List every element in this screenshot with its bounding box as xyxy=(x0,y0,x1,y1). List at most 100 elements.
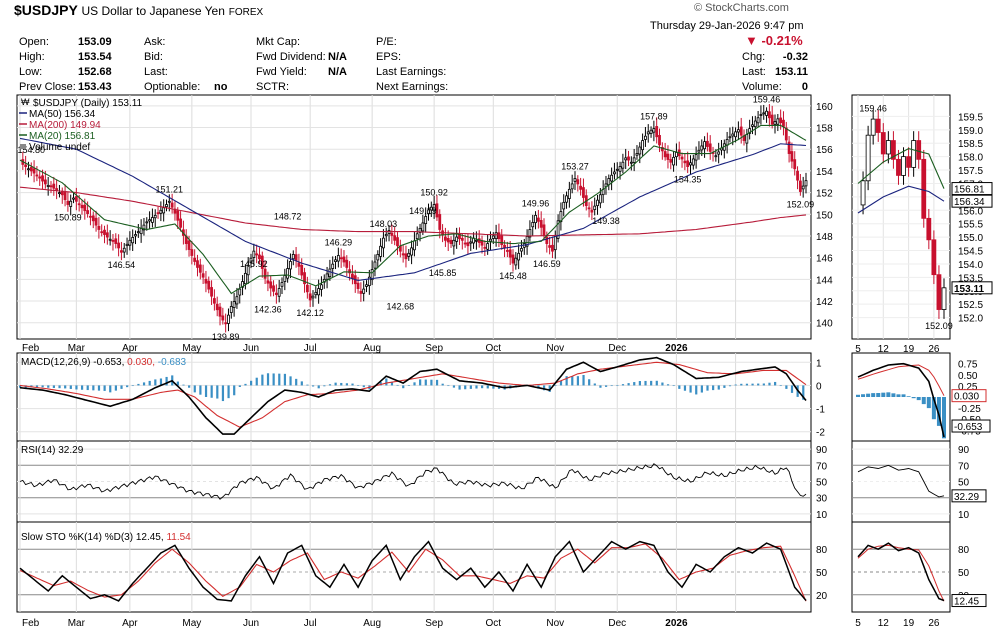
candle-body xyxy=(745,134,749,144)
zoom-stoch-tag xyxy=(951,594,987,608)
candle-body xyxy=(483,246,487,249)
candle-body xyxy=(170,202,174,208)
price-tick-label: 142 xyxy=(816,297,833,308)
macd-hist-bar xyxy=(323,385,326,387)
legend-entry: Volume undef xyxy=(29,142,90,153)
candle-body xyxy=(196,260,199,268)
zoom-candle-body xyxy=(870,118,876,136)
macd-hist-bar xyxy=(233,385,236,396)
macd-hist-bar xyxy=(278,373,281,386)
zoom-macd-bar xyxy=(911,397,916,399)
candle-body xyxy=(675,152,678,158)
quote5-1-label: Last: xyxy=(742,66,766,78)
macd-hist-bar xyxy=(593,383,596,386)
legend-entry: MA(50) 156.34 xyxy=(29,109,96,120)
candle-body xyxy=(708,143,712,152)
quote4-0-label: P/E: xyxy=(376,36,397,48)
candle-body xyxy=(215,303,219,311)
macd-hist-bar xyxy=(244,383,247,386)
quote-datetime: Thursday 29-Jan-2026 9:47 pm xyxy=(650,20,804,32)
candle-body xyxy=(238,288,242,296)
candle-body xyxy=(545,236,549,244)
price-annotation: 149.19 xyxy=(409,206,437,216)
candle-body xyxy=(779,117,783,124)
macd-hist-bar xyxy=(481,385,484,389)
candle-body xyxy=(139,227,143,235)
candle-body xyxy=(590,209,594,213)
candle-body xyxy=(320,284,323,290)
stoch-label: Slow STO %K(14) %D(3) 12.45, 11.54 xyxy=(21,532,191,543)
brand-watermark: © StockCharts.com xyxy=(694,2,789,14)
zoom-tick-label: 153.5 xyxy=(958,273,983,284)
candle-body xyxy=(348,269,352,274)
zoom-macd-bar xyxy=(936,397,941,426)
ma20-line xyxy=(19,124,807,295)
zoom-macd-bar xyxy=(861,394,866,397)
candle-body xyxy=(179,218,182,228)
candle-body xyxy=(613,171,616,175)
price-annotation: 146.29 xyxy=(325,237,353,247)
candle-body xyxy=(582,187,585,198)
macd-hist-bar xyxy=(621,384,625,386)
candle-body xyxy=(373,261,377,269)
candle-body xyxy=(159,209,163,214)
candle-body xyxy=(356,282,360,289)
price-annotation: 142.36 xyxy=(254,305,282,315)
quote-1-label: High: xyxy=(19,51,45,63)
macd-hist-bar xyxy=(295,378,298,386)
candle-body xyxy=(714,155,718,158)
price-tick-label: 146 xyxy=(816,254,833,265)
candle-body xyxy=(376,254,380,261)
macd-tick-label: 1 xyxy=(816,358,822,369)
rsi-label: RSI(14) 32.29 xyxy=(21,445,84,456)
rsi-tick-label: 10 xyxy=(816,510,828,521)
price-annotation: 146.59 xyxy=(533,259,561,269)
candle-body xyxy=(793,159,797,170)
zoom-macd-bar xyxy=(886,392,891,397)
candle-body xyxy=(80,204,84,209)
macd-signal-line xyxy=(19,361,807,428)
stoch-panel xyxy=(16,521,812,613)
candle-body xyxy=(753,120,757,128)
zoom-macd-bar xyxy=(916,397,921,401)
candle-body xyxy=(83,204,87,212)
macd-hist-bar xyxy=(328,384,332,386)
candle-body xyxy=(342,256,346,263)
zoom-macd-line xyxy=(857,362,945,438)
candle-body xyxy=(731,133,735,137)
macd-hist-bar xyxy=(357,385,360,386)
candle-body xyxy=(486,243,490,250)
candle-body xyxy=(390,232,394,236)
stoch-x-tick: Dec xyxy=(608,618,626,629)
macd-hist-bar xyxy=(785,385,788,389)
macd-hist-bar xyxy=(182,384,185,386)
zoom-macd-bar xyxy=(931,397,936,420)
candle-body xyxy=(517,252,521,261)
macd-hist-bar xyxy=(289,376,292,386)
candle-body xyxy=(128,239,132,246)
candle-body xyxy=(652,128,656,133)
macd-hist-bar xyxy=(221,385,225,402)
candle-body xyxy=(801,185,805,190)
macd-hist-bar xyxy=(86,385,89,391)
zoom-candle-body xyxy=(901,156,906,176)
candle-body xyxy=(249,257,253,264)
candle-body xyxy=(300,265,304,276)
quote2-2-label: Last: xyxy=(144,66,168,78)
candle-body xyxy=(339,257,343,260)
zoom-macd-bar xyxy=(856,394,860,397)
price-tick-label: 154 xyxy=(816,167,833,178)
zoom-stoch-tag-label: 12.45 xyxy=(954,597,979,608)
price-annotation: 149.38 xyxy=(592,216,620,226)
zoom-value-tag-label: 153.11 xyxy=(954,284,984,295)
candle-body xyxy=(489,238,492,242)
zoom-tick-label: 152.0 xyxy=(958,314,983,325)
candle-body xyxy=(587,207,591,210)
candle-body xyxy=(176,210,180,221)
macd-hist-bar xyxy=(604,385,608,387)
quote-3-value: 153.43 xyxy=(78,81,112,93)
candle-body xyxy=(108,238,112,241)
zoom-candle-body xyxy=(911,140,917,168)
macd-hist-bar xyxy=(565,376,568,386)
candle-body xyxy=(94,217,98,226)
